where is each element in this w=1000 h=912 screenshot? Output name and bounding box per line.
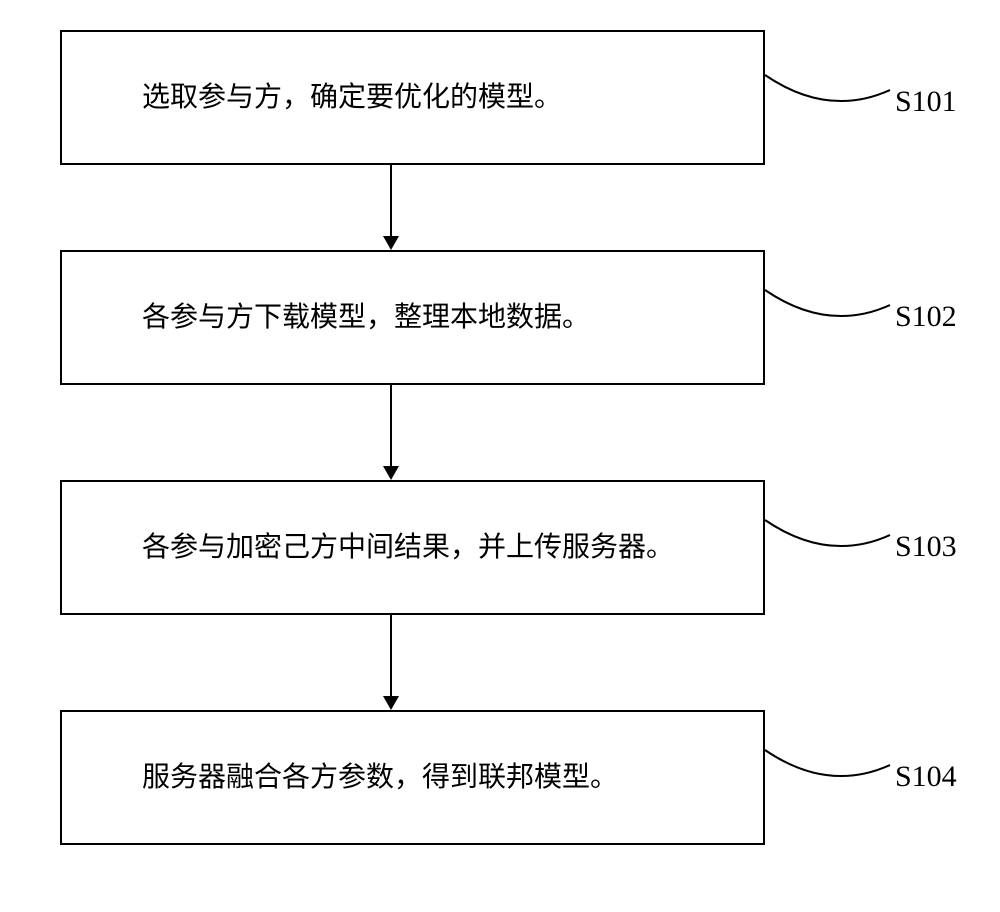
flowchart-step-1: 选取参与方，确定要优化的模型。 [60, 30, 765, 165]
step-4-text: 服务器融合各方参数，得到联邦模型。 [142, 757, 618, 799]
step-3-text: 各参与加密己方中间结果，并上传服务器。 [142, 527, 674, 569]
flowchart-step-2: 各参与方下载模型，整理本地数据。 [60, 250, 765, 385]
step-1-text: 选取参与方，确定要优化的模型。 [142, 77, 562, 119]
connector-2 [390, 385, 392, 478]
step-2-text: 各参与方下载模型，整理本地数据。 [142, 297, 590, 339]
step-3-label: S103 [895, 530, 957, 564]
flowchart-step-3: 各参与加密己方中间结果，并上传服务器。 [60, 480, 765, 615]
step-1-label: S101 [895, 85, 957, 119]
connector-1 [390, 165, 392, 248]
step-4-label: S104 [895, 760, 957, 794]
step-2-label: S102 [895, 300, 957, 334]
flowchart-container: 选取参与方，确定要优化的模型。 S101 各参与方下载模型，整理本地数据。 S1… [0, 0, 1000, 912]
flowchart-step-4: 服务器融合各方参数，得到联邦模型。 [60, 710, 765, 845]
connector-3 [390, 615, 392, 708]
